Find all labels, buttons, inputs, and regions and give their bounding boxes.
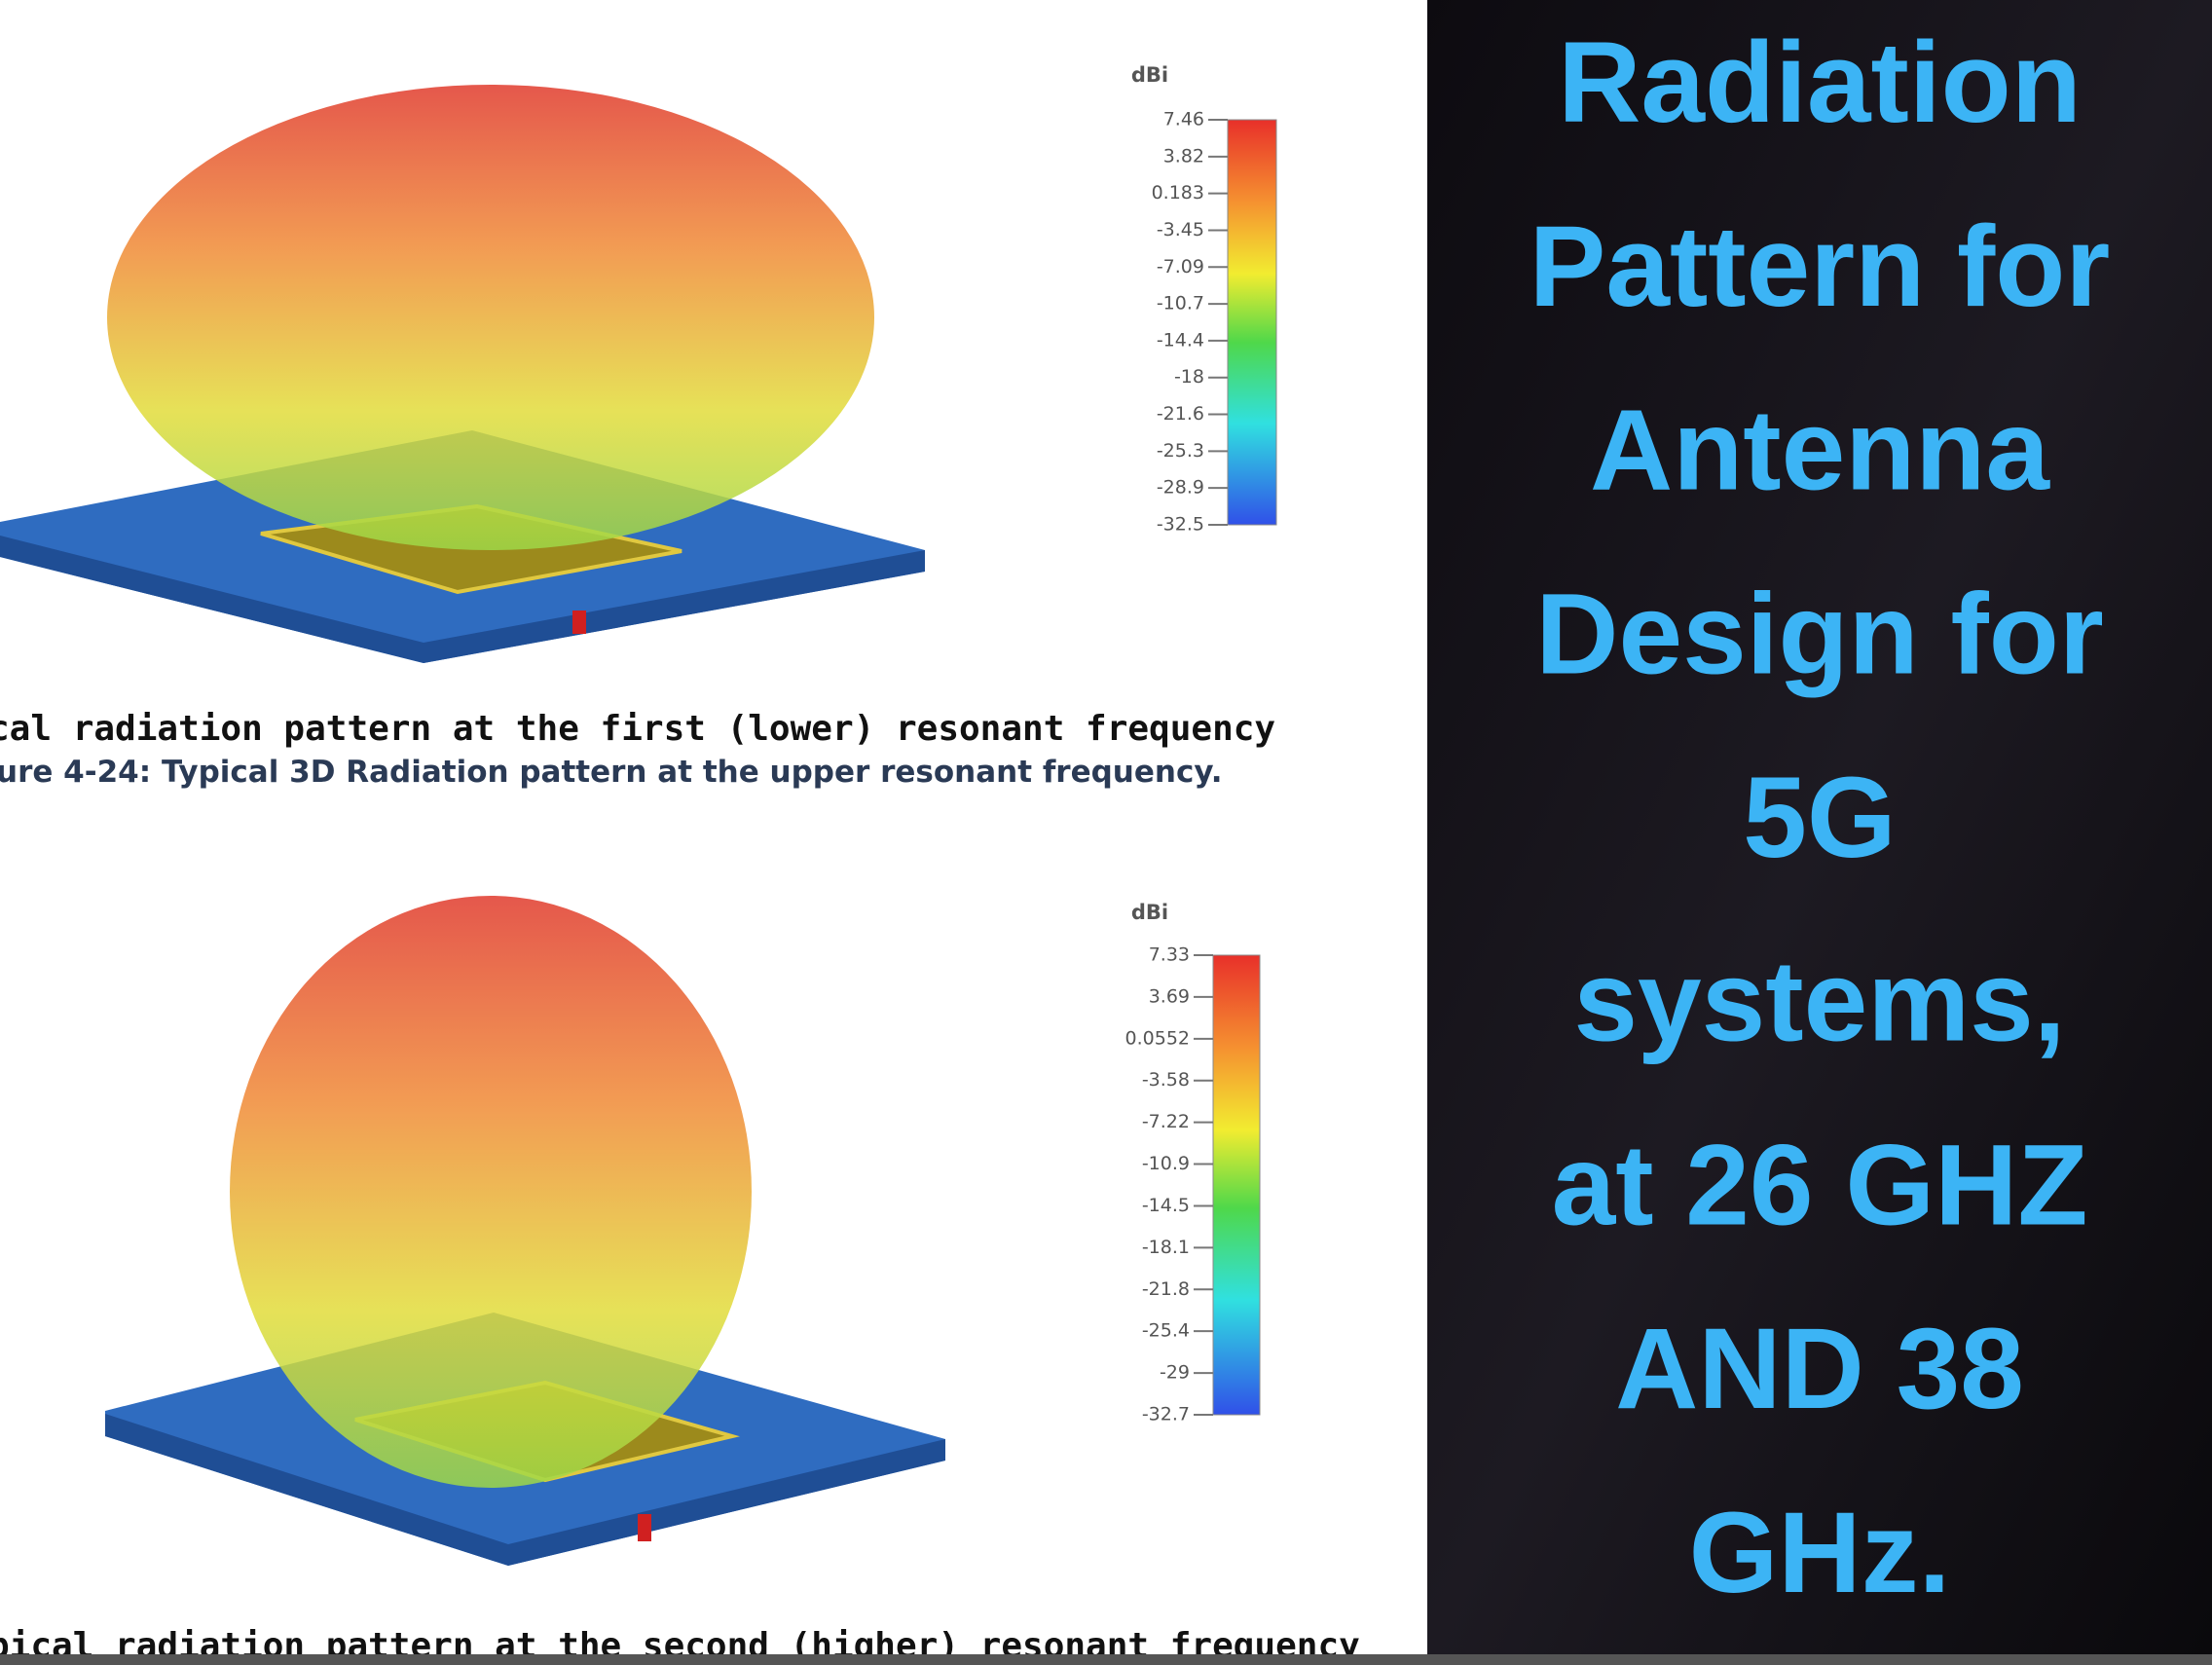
colorbar-tick-label: 0.183 — [1152, 182, 1204, 204]
colorbar-tick-label: -3.58 — [1142, 1069, 1190, 1091]
title-line: 5G — [1743, 754, 1896, 882]
title-line: Pattern for — [1530, 203, 2111, 331]
colorbar-tick-label: -28.9 — [1157, 477, 1204, 499]
substrate-edge — [105, 1414, 945, 1566]
colorbar-tick-label: -32.5 — [1157, 514, 1204, 536]
colorbar-tick-label: 3.69 — [1149, 985, 1190, 1007]
colorbar — [1212, 954, 1261, 1416]
title-panel — [1427, 0, 2212, 1654]
caption: cal radiation pattern at the first (lowe… — [0, 709, 1275, 749]
title-line: at 26 GHZ — [1552, 1121, 2088, 1249]
colorbar-tick-label: -3.45 — [1157, 219, 1204, 240]
colorbar-tick-label: -21.6 — [1157, 403, 1204, 425]
colorbar-tick-label: -7.09 — [1157, 256, 1204, 278]
feed — [638, 1514, 651, 1541]
radiation-lobe — [230, 896, 752, 1488]
colorbar-tick-label: 3.82 — [1163, 145, 1204, 166]
colorbar-tick-label: -14.4 — [1157, 329, 1204, 351]
colorbar-tick-label: -14.5 — [1142, 1195, 1190, 1216]
colorbar-tick-label: -25.3 — [1157, 440, 1204, 462]
colorbar — [1227, 119, 1277, 526]
colorbar-unit: dBi — [1131, 901, 1168, 924]
radiation-lobe — [107, 85, 874, 550]
title-line: AND 38 — [1615, 1305, 2024, 1433]
title-line: GHz. — [1689, 1489, 1951, 1617]
feed — [572, 610, 586, 634]
colorbar-tick-label: -29 — [1160, 1362, 1190, 1384]
colorbar-tick-label: -18.1 — [1142, 1237, 1190, 1258]
colorbar-tick-label: -18 — [1174, 366, 1204, 388]
colorbar-tick-label: 0.0552 — [1125, 1027, 1190, 1049]
colorbar-tick-label: -7.22 — [1142, 1111, 1190, 1132]
colorbar-unit: dBi — [1131, 63, 1168, 87]
colorbar-tick-label: 7.33 — [1149, 944, 1190, 966]
colorbar-tick-label: 7.46 — [1163, 109, 1204, 130]
title-line: Design for — [1535, 570, 2104, 698]
colorbar-tick-label: -21.8 — [1142, 1278, 1190, 1300]
colorbar-tick-label: -32.7 — [1142, 1404, 1190, 1425]
colorbar-tick-label: -10.9 — [1142, 1153, 1190, 1174]
substrate-edge — [0, 536, 925, 663]
colorbar-tick-label: -10.7 — [1157, 293, 1204, 314]
caption: ure 4-24: Typical 3D Radiation pattern a… — [0, 755, 1222, 790]
title-line: Antenna — [1590, 387, 2050, 515]
title-line: systems, — [1573, 938, 2065, 1066]
title-line: Radiation — [1558, 18, 2082, 147]
colorbar-tick-label: -25.4 — [1142, 1320, 1190, 1342]
bottom-bar — [0, 1654, 2212, 1665]
